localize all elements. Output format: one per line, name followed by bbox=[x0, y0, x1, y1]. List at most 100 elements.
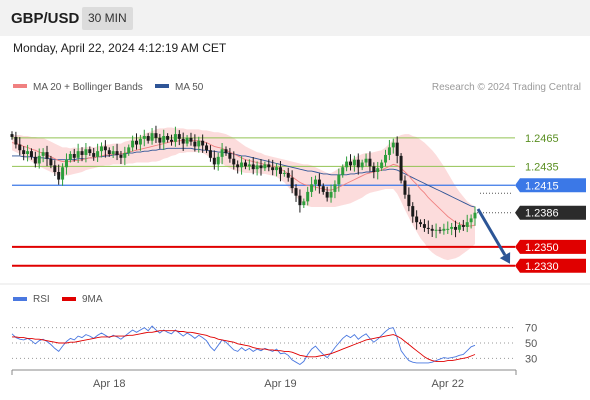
candle-body bbox=[181, 138, 185, 144]
candle-body bbox=[99, 146, 103, 152]
candle bbox=[142, 129, 146, 147]
candle bbox=[407, 187, 411, 212]
candle bbox=[422, 218, 426, 232]
candle bbox=[376, 161, 380, 180]
candle-body bbox=[329, 191, 333, 198]
candle bbox=[14, 131, 18, 149]
candle bbox=[240, 156, 244, 175]
header-bar: GBP/USD 30 MIN bbox=[0, 0, 590, 36]
candle bbox=[294, 184, 298, 202]
candle bbox=[399, 153, 403, 184]
candle bbox=[76, 143, 80, 163]
rsi-tick-70: 70 bbox=[525, 323, 537, 335]
ma50-legend-label: MA 50 bbox=[175, 82, 204, 93]
candle-body bbox=[387, 147, 391, 155]
candle bbox=[10, 131, 14, 140]
price-panel: 1.2465 1.2435 1.2415 1.2350 1.2330 1.2386 MA 2… bbox=[10, 82, 586, 273]
price-legend: MA 20 + Bollinger Bands MA 50 bbox=[13, 82, 204, 93]
timeframe-button[interactable]: 30 MIN bbox=[82, 7, 133, 30]
candle-body bbox=[473, 212, 477, 219]
candle-body bbox=[345, 161, 349, 168]
candle bbox=[306, 186, 310, 206]
candle bbox=[80, 147, 84, 162]
level-label-1.2350: 1.2350 bbox=[525, 242, 559, 254]
candle-body bbox=[380, 162, 384, 169]
candle-body bbox=[212, 157, 216, 165]
candle bbox=[18, 137, 22, 156]
candle-body bbox=[53, 165, 57, 172]
candle bbox=[107, 147, 111, 157]
candle bbox=[267, 159, 271, 172]
candle bbox=[96, 143, 100, 162]
candle-body bbox=[384, 154, 388, 163]
candle-body bbox=[173, 134, 177, 142]
candle bbox=[317, 173, 321, 194]
candle-body bbox=[263, 164, 267, 169]
candle-body bbox=[185, 137, 189, 144]
candle bbox=[356, 153, 360, 175]
candle bbox=[162, 129, 166, 151]
candle bbox=[352, 155, 356, 172]
candle bbox=[33, 151, 37, 168]
candle-body bbox=[205, 145, 209, 151]
candle bbox=[430, 224, 434, 237]
candle-body bbox=[170, 139, 174, 142]
candle-body bbox=[201, 140, 205, 146]
forecast-arrow-shaft bbox=[476, 208, 507, 256]
candle-body bbox=[255, 165, 259, 170]
candle-body bbox=[68, 154, 72, 160]
candle bbox=[286, 167, 290, 182]
candle-body bbox=[407, 194, 411, 207]
candle-body bbox=[41, 152, 45, 156]
candle bbox=[454, 220, 458, 238]
candle-body bbox=[228, 153, 232, 159]
candle bbox=[329, 184, 333, 203]
candle-body bbox=[286, 172, 290, 178]
candle bbox=[395, 136, 399, 164]
candle-body bbox=[457, 225, 461, 230]
candle bbox=[282, 170, 286, 177]
candle bbox=[103, 140, 107, 158]
candle-body bbox=[57, 172, 61, 180]
candle-body bbox=[111, 151, 115, 154]
candle bbox=[333, 180, 337, 199]
candle-body bbox=[115, 151, 119, 155]
candles bbox=[10, 125, 477, 239]
candle bbox=[216, 152, 220, 171]
candle bbox=[461, 219, 465, 231]
level-label-1.2330: 1.2330 bbox=[525, 261, 559, 273]
candle bbox=[189, 132, 193, 146]
candle bbox=[384, 149, 388, 167]
candle bbox=[232, 151, 236, 170]
candle-body bbox=[162, 136, 166, 143]
candle bbox=[201, 134, 205, 153]
candle-body bbox=[80, 151, 84, 155]
candle-body bbox=[446, 228, 450, 230]
candle-body bbox=[14, 136, 18, 145]
candle-body bbox=[282, 172, 286, 174]
level-label-1.2435: 1.2435 bbox=[525, 161, 559, 173]
last-price-tag bbox=[515, 205, 586, 220]
symbol-title: GBP/USD bbox=[11, 10, 80, 27]
candle bbox=[173, 126, 177, 147]
candle-body bbox=[189, 137, 193, 142]
candle bbox=[212, 150, 216, 170]
candle-body bbox=[321, 186, 325, 192]
candle-body bbox=[372, 166, 376, 172]
candle-body bbox=[403, 180, 407, 195]
candle-body bbox=[352, 159, 356, 166]
ma20-legend-label: MA 20 + Bollinger Bands bbox=[33, 82, 143, 93]
candle-body bbox=[450, 226, 454, 229]
candle bbox=[29, 148, 33, 160]
candle-body bbox=[72, 154, 76, 158]
candle-body bbox=[150, 133, 154, 141]
candle bbox=[473, 206, 477, 226]
candle-body bbox=[356, 159, 360, 168]
candle-body bbox=[177, 134, 181, 139]
candle bbox=[22, 146, 26, 161]
ma20-line bbox=[11, 140, 476, 227]
candle-body bbox=[127, 147, 131, 154]
candle-body bbox=[430, 228, 434, 231]
candle-body bbox=[275, 167, 279, 171]
